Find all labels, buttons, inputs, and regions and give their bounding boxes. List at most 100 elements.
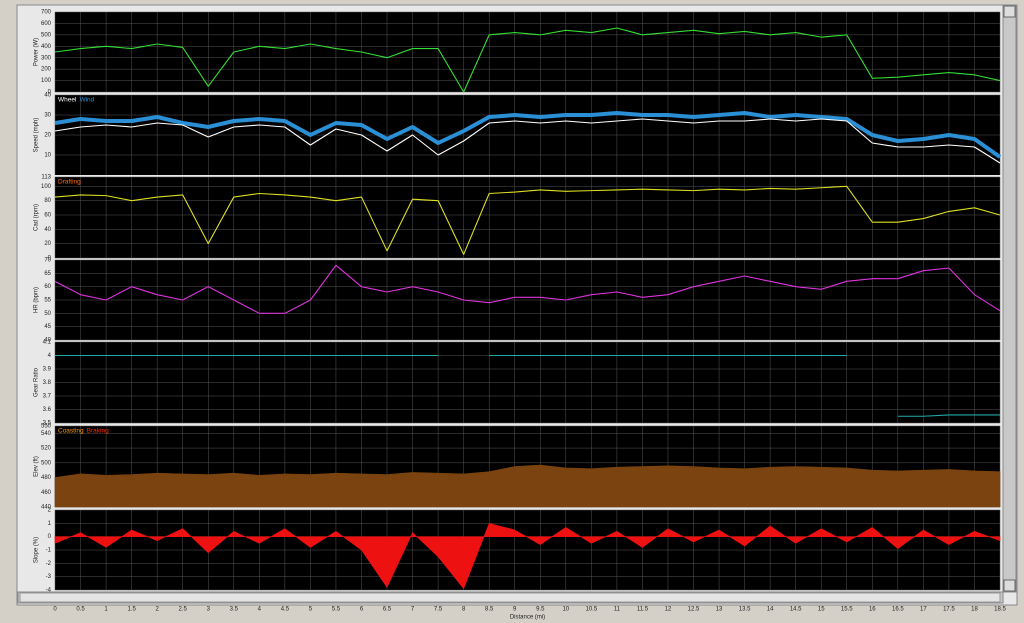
y-tick-label: 1 [48, 521, 52, 527]
data-line [54, 118, 1001, 164]
y-tick-label: 20 [44, 241, 51, 247]
y-tick-label: 480 [41, 475, 52, 481]
x-tick-label: 9 [513, 607, 517, 613]
y-tick-label: 45 [44, 324, 51, 330]
x-tick-label: 8 [462, 607, 466, 613]
x-tick-label: 5.5 [332, 607, 341, 613]
y-tick-label: 30 [44, 113, 51, 119]
y-axis-label: Power (W) [34, 38, 40, 66]
y-tick-label: 400 [41, 44, 52, 50]
y-tick-label: 70 [44, 258, 51, 264]
y-tick-label: 60 [44, 213, 51, 219]
y-tick-label: 50 [44, 311, 51, 317]
x-tick-label: 2.5 [179, 607, 188, 613]
x-tick-label: 17.5 [943, 607, 955, 613]
x-tick-label: 17 [920, 607, 927, 613]
y-tick-label: 40 [44, 227, 51, 233]
y-tick-label: 3.8 [43, 380, 52, 386]
y-axis-label: HR (bpm) [34, 287, 40, 313]
legend-entry: Drafting [58, 179, 81, 186]
x-tick-label: 15 [818, 607, 825, 613]
x-tick-label: 7.5 [434, 607, 443, 613]
y-tick-label: -2 [46, 561, 52, 567]
y-tick-label: 40 [44, 338, 51, 344]
y-axis-label: Slope (%) [34, 537, 40, 563]
scroll-down-button[interactable] [1003, 579, 1016, 592]
y-tick-label: 65 [44, 271, 51, 277]
x-tick-label: 3.5 [230, 607, 239, 613]
x-tick-label: 12 [665, 607, 672, 613]
y-axis-label: Speed (mph) [34, 118, 40, 153]
y-tick-label: 3.6 [43, 407, 52, 413]
x-tick-label: 13.5 [739, 607, 751, 613]
panel-bg [55, 177, 1000, 258]
y-tick-label: 113 [41, 175, 51, 181]
legend-entry: Wheel [58, 97, 77, 104]
data-line [54, 27, 1001, 93]
y-tick-label: 200 [41, 67, 52, 73]
x-tick-label: 14 [767, 607, 774, 613]
x-tick-label: 18 [971, 607, 978, 613]
x-tick-label: 11.5 [637, 607, 649, 613]
y-tick-label: 10 [44, 153, 51, 159]
y-axis-label: Gear Ratio [34, 367, 40, 397]
x-tick-label: 16.5 [892, 607, 904, 613]
y-tick-label: 0 [48, 90, 52, 96]
y-tick-label: 500 [41, 32, 52, 38]
scroll-thumb[interactable] [19, 592, 1001, 603]
x-tick-label: 1 [104, 607, 108, 613]
y-tick-label: 0 [48, 534, 52, 540]
data-line [54, 264, 1001, 314]
y-tick-label: 300 [41, 55, 52, 61]
y-tick-label: 520 [41, 446, 52, 452]
scroll-up-button[interactable] [1003, 5, 1016, 18]
data-line [54, 185, 1001, 255]
y-tick-label: 0 [48, 256, 52, 262]
legend-entry: Braking [87, 428, 109, 435]
x-tick-label: 12.5 [688, 607, 700, 613]
data-area [54, 522, 1001, 590]
y-tick-label: -4 [46, 588, 52, 594]
x-tick-label: 6 [360, 607, 364, 613]
x-tick-label: 4 [258, 607, 262, 613]
x-tick-label: 3 [207, 607, 211, 613]
x-tick-label: 16 [869, 607, 876, 613]
y-tick-label: 80 [44, 198, 51, 204]
legend-entry: Wind [79, 97, 94, 104]
y-tick-label: 3.7 [43, 394, 52, 400]
y-tick-label: 60 [44, 284, 51, 290]
data-line [55, 354, 1000, 417]
y-tick-label: 100 [41, 184, 52, 190]
y-tick-label: 4 [48, 353, 52, 359]
y-tick-label: 3.9 [43, 367, 52, 373]
x-tick-label: 9.5 [536, 607, 545, 613]
y-axis-label: Cad (rpm) [34, 204, 40, 231]
y-tick-label: 100 [41, 78, 52, 84]
data-line [54, 111, 1002, 159]
y-tick-label: 460 [41, 490, 52, 496]
x-axis-label: Distance (mi) [510, 615, 545, 621]
y-tick-label: 540 [41, 431, 52, 437]
y-tick-label: -1 [46, 548, 52, 554]
x-tick-label: 13 [716, 607, 723, 613]
x-tick-label: 10.5 [586, 607, 598, 613]
x-tick-label: 1.5 [127, 607, 136, 613]
y-tick-label: 500 [41, 460, 52, 466]
y-tick-label: 700 [41, 10, 52, 16]
y-tick-label: 550 [41, 424, 52, 430]
vertical-scrollbar[interactable] [1002, 4, 1017, 593]
y-tick-label: 55 [44, 298, 51, 304]
y-tick-label: -3 [46, 574, 52, 580]
x-tick-label: 18.5 [994, 607, 1006, 613]
panel-bg [55, 12, 1000, 92]
y-tick-label: 2 [48, 508, 52, 514]
x-tick-label: 14.5 [790, 607, 802, 613]
legend-entry: Coasting [58, 428, 84, 435]
x-tick-label: 4.5 [281, 607, 290, 613]
x-tick-label: 0 [53, 607, 57, 613]
y-tick-label: 40 [44, 93, 51, 99]
y-tick-label: 440 [41, 505, 52, 511]
x-tick-label: 15.5 [841, 607, 853, 613]
x-tick-label: 8.5 [485, 607, 494, 613]
